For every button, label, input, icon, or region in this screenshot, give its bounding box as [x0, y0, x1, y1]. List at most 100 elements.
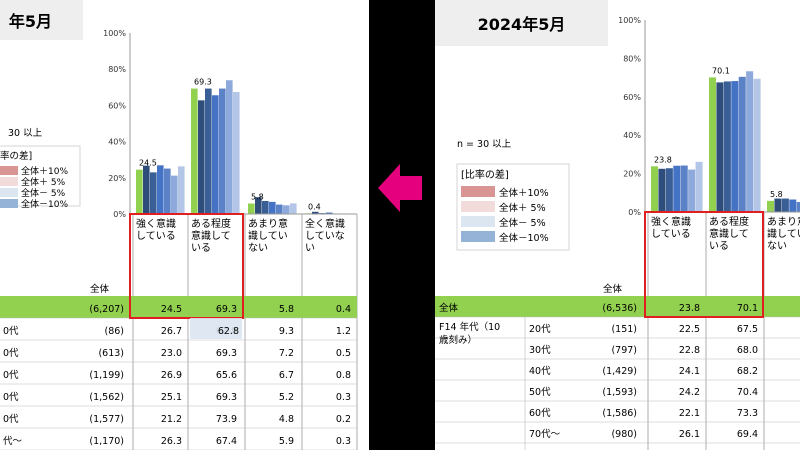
cell-value: 9.3 [279, 326, 294, 337]
category-label: 全く意識 [305, 217, 345, 230]
left-arrow-icon [378, 164, 422, 212]
row-count: (1,170) [89, 436, 124, 447]
cell-value: 24.5 [161, 304, 182, 315]
y-tick-label: 80% [108, 65, 126, 74]
cell-value: 7.2 [279, 348, 294, 359]
cell-value: 69.3 [216, 304, 237, 315]
row-count: (1,586) [602, 408, 637, 419]
row-label: 30代 [529, 345, 551, 356]
cell-value: 26.9 [161, 370, 182, 381]
data-label: 5.8 [251, 193, 264, 202]
cell-value: 68.0 [737, 345, 758, 356]
cell-value: 23.0 [161, 348, 182, 359]
cell-value: 5.9 [279, 436, 294, 447]
left-panel: 100% 80% 60% 40% 20% 0% 24.5 69.3 5.8 0.4 強く意識 している… [0, 0, 369, 450]
bar [723, 81, 731, 212]
bar [164, 168, 171, 214]
legend-label: 全体＋10% [21, 165, 68, 177]
row-label: 20代 [529, 324, 551, 335]
highlight-box [644, 211, 764, 318]
cell-value: 24.2 [679, 387, 700, 398]
left-chart: 100% 80% 60% 40% 20% 0% 24.5 69.3 5.8 0.4 強く意識している… [0, 29, 358, 450]
bar [283, 205, 290, 214]
bar [688, 169, 696, 212]
legend-label: 全体－ 5% [21, 187, 66, 199]
cell-value: 26.3 [161, 436, 182, 447]
bar [157, 165, 164, 214]
cell-value: 0.3 [336, 392, 351, 403]
row-count: (980) [611, 429, 637, 440]
category-label: 意識して [709, 227, 749, 240]
bar [198, 100, 205, 214]
legend-label: 全体－10% [21, 198, 68, 210]
cell-value: 70.4 [737, 387, 758, 398]
bar [680, 165, 688, 212]
category-label: 意識して [191, 229, 231, 242]
cell-value: 0.4 [336, 304, 351, 315]
right-panel: 100% 80% 60% 40% 20% 0% 23.8 70.1 5.8 強く意識 している ある程… [435, 0, 800, 450]
bar [658, 168, 666, 212]
bar [789, 199, 797, 212]
bar [731, 81, 739, 212]
bar [178, 166, 185, 214]
cell-value: 21.2 [161, 414, 182, 425]
bar [738, 76, 746, 212]
total-header: 全体 [603, 283, 623, 295]
row-label: 60代 [529, 408, 551, 419]
y-tick-label: 40% [623, 131, 641, 140]
legend-title: 率の差] [0, 150, 32, 162]
cell-value: 5.8 [279, 304, 294, 315]
y-tick-label: 80% [623, 54, 641, 63]
bar [171, 175, 178, 214]
y-tick-label: 60% [623, 93, 641, 102]
y-tick-label: 60% [108, 101, 126, 110]
row-count: (613) [98, 348, 124, 359]
bar [716, 82, 724, 213]
row-count: (1,199) [89, 370, 124, 381]
bar [709, 77, 717, 213]
legend-label: 全体＋10% [499, 187, 549, 199]
row-count: (151) [611, 324, 637, 335]
group-label: 歳刻み） [439, 334, 477, 346]
cell-value: 22.1 [679, 408, 700, 419]
category-label: 強く意識 [651, 215, 691, 228]
n-note: 30 以上 [8, 128, 43, 139]
data-label: 0.4 [308, 202, 321, 211]
highlight-box [129, 213, 244, 319]
bar [796, 202, 800, 212]
bar [774, 198, 782, 212]
row-count: (6,536) [602, 303, 637, 314]
category-label: している [136, 230, 176, 242]
cell-value: 24.1 [679, 366, 700, 377]
bar [312, 211, 319, 214]
bar [143, 165, 150, 214]
bar [290, 203, 297, 214]
cell-value: 5.2 [279, 392, 294, 403]
row-count: (1,593) [602, 387, 637, 398]
cell-value: 6.7 [279, 370, 294, 381]
cell-value: 67.5 [737, 324, 758, 335]
category-label: している [651, 228, 691, 240]
legend-swatch [461, 201, 495, 212]
legend-swatch [0, 199, 18, 208]
bar [651, 166, 659, 212]
bar [753, 78, 761, 212]
category-label: いる [709, 240, 729, 252]
diff-cell [190, 318, 242, 339]
cell-value: 0.2 [336, 414, 351, 425]
row-label: 0代 [3, 392, 19, 403]
bar [781, 198, 789, 212]
bar [191, 88, 198, 214]
cell-value: 25.1 [161, 392, 182, 403]
bar [269, 201, 276, 214]
bar [326, 212, 333, 214]
bar [767, 200, 775, 212]
row-count: (1,577) [89, 414, 124, 425]
total-row-fill [435, 296, 800, 317]
cell-value: 26.7 [161, 326, 182, 337]
cell-value: 69.3 [216, 392, 237, 403]
data-label: 23.8 [654, 155, 672, 164]
right-panel-title: 2024年5月 [435, 0, 608, 46]
legend-swatch [461, 216, 495, 227]
